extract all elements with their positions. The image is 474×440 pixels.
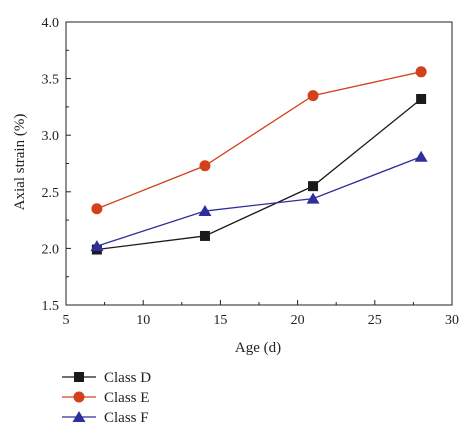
x-tick-label: 20 xyxy=(291,313,305,328)
series-group xyxy=(90,66,428,255)
data-point xyxy=(416,93,427,104)
y-tick-label: 2.5 xyxy=(42,186,60,201)
y-tick-label: 1.5 xyxy=(42,299,60,314)
series-class-e xyxy=(91,66,427,215)
data-point xyxy=(307,90,319,102)
y-tick-label: 3.0 xyxy=(42,129,60,144)
legend-label: Class F xyxy=(104,410,149,426)
legend-label: Class D xyxy=(104,370,151,386)
plot-frame xyxy=(65,21,453,306)
axes-group xyxy=(65,21,453,306)
legend-marker xyxy=(74,372,84,382)
y-axis-label: Axial strain (%) xyxy=(12,114,28,211)
data-point xyxy=(91,203,103,215)
legend: Class D Class E Class F xyxy=(62,370,151,426)
data-point xyxy=(415,66,427,78)
data-point xyxy=(414,150,428,162)
x-axis-label: Age (d) xyxy=(235,340,281,356)
data-point xyxy=(306,192,320,204)
x-tick-label: 5 xyxy=(63,313,70,328)
legend-marker xyxy=(72,411,86,422)
data-point xyxy=(199,230,210,241)
legend-item: Class D xyxy=(62,370,151,386)
legend-item: Class F xyxy=(62,410,149,426)
x-tick-label: 15 xyxy=(213,313,227,328)
series-line xyxy=(96,71,422,210)
y-tick-label: 3.5 xyxy=(42,73,60,88)
data-point xyxy=(308,181,319,192)
data-point xyxy=(198,205,212,217)
data-point xyxy=(199,160,211,172)
x-tick-label: 30 xyxy=(445,313,459,328)
x-tick-label: 10 xyxy=(136,313,150,328)
y-tick-label: 4.0 xyxy=(42,16,60,31)
legend-label: Class E xyxy=(104,390,149,406)
legend-marker xyxy=(73,391,85,403)
series-line xyxy=(96,156,422,247)
x-tick-label: 25 xyxy=(368,313,382,328)
y-tick-label: 2.0 xyxy=(42,242,60,257)
legend-item: Class E xyxy=(62,390,149,406)
ticks-group: 5 10 15 20 25 30 1.5 2.0 2.5 3.0 3.5 4.0 xyxy=(42,16,460,328)
data-point xyxy=(90,240,104,252)
series-class-f xyxy=(90,150,428,252)
series-line xyxy=(96,98,422,251)
